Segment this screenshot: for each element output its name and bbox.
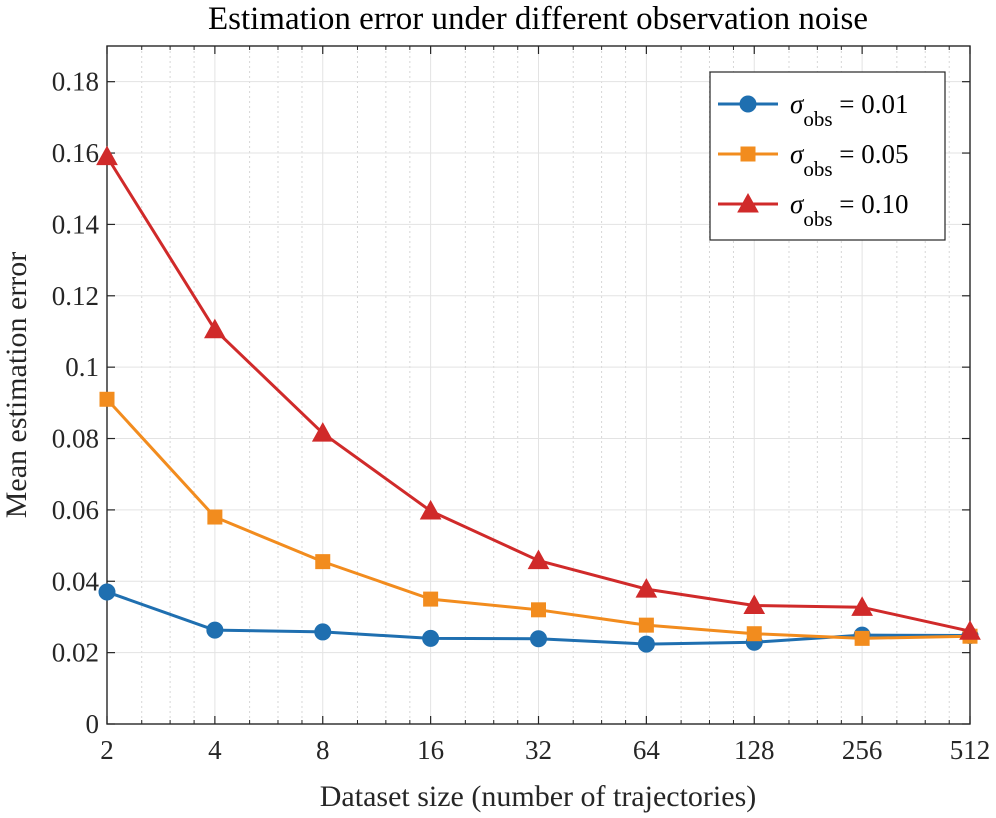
y-tick-label: 0.1 xyxy=(65,352,99,382)
legend-value: = 0.05 xyxy=(833,139,909,169)
data-point-square xyxy=(207,509,223,525)
x-tick-label: 512 xyxy=(950,735,991,765)
data-point-circle xyxy=(98,583,116,601)
legend-sigma: σ xyxy=(790,89,805,119)
legend-label: σobs = 0.10 xyxy=(790,189,909,231)
axes: 2 4 8 16 32 64 128 256 512 0 0.02 0.04 0.06 0.08 0.1 0.… xyxy=(52,45,991,765)
series-layer xyxy=(96,145,981,653)
y-tick-label: 0.18 xyxy=(52,67,99,97)
y-axis-label: Mean estimation error xyxy=(0,252,33,519)
x-tick-label: 16 xyxy=(417,735,444,765)
x-tick-label: 8 xyxy=(316,735,330,765)
data-point-triangle xyxy=(527,549,550,570)
x-axis-label: Dataset size (number of trajectories) xyxy=(320,780,756,813)
legend-item: σobs = 0.05 xyxy=(718,139,909,181)
data-point-triangle xyxy=(743,594,766,615)
legend-label: σobs = 0.05 xyxy=(790,139,909,181)
y-tick-label: 0 xyxy=(86,709,100,739)
data-point-circle xyxy=(530,630,547,648)
data-point-circle xyxy=(637,635,655,653)
data-point-square xyxy=(854,630,870,646)
x-tick-label: 256 xyxy=(842,735,883,765)
legend-sigma: σ xyxy=(790,189,805,219)
legend-marker xyxy=(737,192,759,213)
x-tick-label: 128 xyxy=(734,735,775,765)
y-tick-label: 0.06 xyxy=(52,495,99,525)
data-point-square xyxy=(423,591,439,607)
data-point-square xyxy=(638,617,654,633)
data-point-triangle xyxy=(311,422,334,442)
legend-item: σobs = 0.10 xyxy=(718,189,909,231)
y-tick-label: 0.08 xyxy=(52,424,99,454)
y-tick-label: 0.12 xyxy=(52,281,99,311)
legend-label: σobs = 0.01 xyxy=(790,89,909,131)
data-point-square xyxy=(99,391,115,407)
data-point-triangle xyxy=(851,596,873,616)
y-tick-label: 0.14 xyxy=(52,209,100,239)
x-tick-label: 32 xyxy=(525,735,552,765)
data-point-circle xyxy=(422,629,440,647)
data-point-square xyxy=(315,554,331,570)
legend-item: σobs = 0.01 xyxy=(718,89,909,131)
y-tick-label: 0.04 xyxy=(52,566,100,596)
x-tick-label: 4 xyxy=(208,735,222,765)
data-point-triangle xyxy=(419,499,442,520)
data-point-triangle xyxy=(96,145,118,166)
chart-title: Estimation error under different observa… xyxy=(208,1,868,37)
series-triangle xyxy=(96,145,981,640)
data-point-square xyxy=(531,602,546,618)
data-point-triangle xyxy=(635,578,658,598)
legend-subscript: obs xyxy=(803,107,832,131)
y-tick-label: 0.16 xyxy=(52,138,99,168)
legend-value: = 0.01 xyxy=(833,89,909,119)
data-point-square xyxy=(746,626,762,642)
legend-subscript: obs xyxy=(803,157,832,181)
x-tick-label: 64 xyxy=(633,735,661,765)
y-tick-label: 0.02 xyxy=(52,638,99,668)
legend-value: = 0.10 xyxy=(833,189,909,219)
legend-marker xyxy=(740,146,756,162)
data-point-triangle xyxy=(959,620,981,640)
legend-sigma: σ xyxy=(790,139,805,169)
x-tick-label: 2 xyxy=(100,735,114,765)
data-point-circle xyxy=(206,621,224,639)
legend-marker xyxy=(739,95,757,113)
data-point-circle xyxy=(314,623,332,641)
data-point-triangle xyxy=(204,318,226,339)
legend-subscript: obs xyxy=(803,207,832,231)
